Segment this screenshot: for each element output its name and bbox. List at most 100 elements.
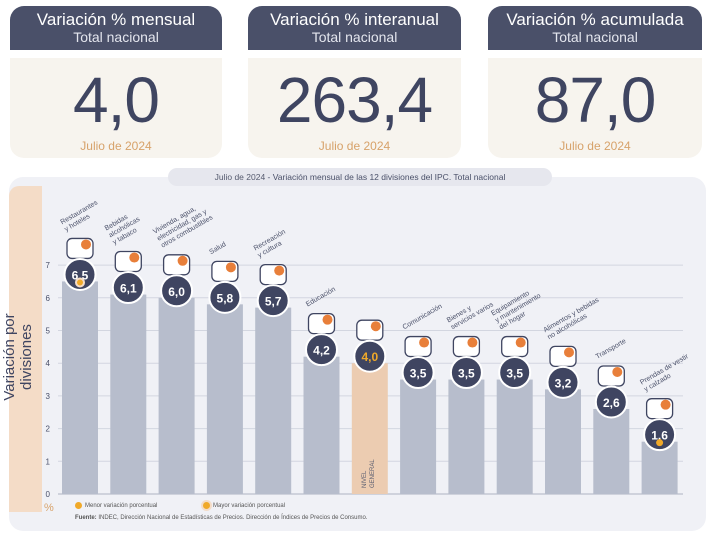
- value-badge: [594, 385, 628, 419]
- bar: [62, 281, 98, 494]
- y-tick-label: 4: [46, 359, 51, 368]
- kpi-card-title: Variación % mensual: [36, 10, 196, 29]
- legend-min-label: Menor variación porcentual: [85, 503, 158, 510]
- category-label: Recreacióny cultura: [253, 229, 291, 260]
- source-label: Fuente:: [75, 515, 97, 521]
- bar: [110, 294, 147, 494]
- bar: [593, 408, 630, 494]
- kpi-card-yearly: Variación % interanual Total nacional 26…: [248, 6, 461, 158]
- value-badge: [643, 418, 677, 452]
- value-badge: [546, 365, 580, 399]
- source-note: Fuente: INDEC, Dirección Nacional de Est…: [75, 515, 367, 521]
- value-badge: [305, 333, 338, 367]
- legend-max-label: Mayor variación porcentual: [213, 503, 286, 510]
- kpi-card-value: 4,0: [73, 64, 160, 136]
- bar: [351, 363, 388, 494]
- lightbulb-icon: [162, 254, 191, 276]
- data-label: 6,0: [168, 285, 185, 299]
- kpi-card-value: 87,0: [534, 64, 657, 136]
- shopping-basket-icon: [356, 319, 384, 341]
- restaurant-icon: [66, 237, 94, 260]
- max-marker: [75, 277, 85, 288]
- bar: [400, 379, 437, 494]
- data-label: 3,2: [555, 376, 572, 390]
- legend-max-dot: [203, 502, 211, 509]
- bar: [206, 304, 243, 494]
- data-label: 5,7: [265, 295, 282, 309]
- kpi-card-monthly: Variación % mensual Total nacional 4,0 J…: [10, 6, 222, 158]
- phone-icon: [404, 335, 432, 358]
- category-label: Prendas de vestiry calzado: [639, 353, 694, 394]
- category-label: NIVEL GENERAL: [362, 459, 376, 488]
- bar: [255, 307, 292, 494]
- y-tick-label: 0: [46, 490, 51, 499]
- kpi-card-title: Variación % interanual: [270, 10, 439, 29]
- data-label: 3,5: [506, 367, 523, 381]
- kpi-card-date: Julio de 2024: [318, 139, 391, 153]
- category-label: Comunicación: [402, 303, 444, 331]
- chart-title: Julio de 2024 - Variación mensual de las…: [168, 168, 552, 186]
- chart-title-date: Julio de 2024: [214, 172, 266, 182]
- bar: [448, 379, 485, 494]
- min-marker: [656, 439, 664, 447]
- value-badge: [449, 356, 483, 390]
- category-label: Bienes yservicios varios: [446, 294, 495, 331]
- y-tick-label: 5: [46, 327, 51, 336]
- bar: [545, 389, 581, 494]
- legend-item-max: Mayor variación porcentual: [203, 502, 285, 509]
- value-badge: [498, 356, 532, 390]
- y-tick-label: 1: [46, 457, 51, 466]
- notebook-icon: [307, 313, 336, 335]
- kpi-card-body: 4,0 Julio de 2024: [10, 58, 222, 158]
- drinks-tobacco-icon: [114, 250, 142, 273]
- legend: Menor variación porcentual Mayor variaci…: [75, 502, 329, 509]
- kpi-card-header: Variación % mensual Total nacional: [10, 6, 222, 50]
- y-tick-label: 2: [46, 425, 51, 434]
- chart-title-text: - Variación mensual de las 12 divisiones…: [265, 172, 506, 182]
- value-badge: [111, 271, 145, 305]
- y-tick-label: 3: [46, 392, 51, 401]
- category-label: Bebidasalcohólicasy tabaco: [104, 209, 146, 246]
- car-icon: [597, 365, 625, 387]
- data-label: 6,1: [120, 282, 137, 296]
- data-label: 4,2: [313, 344, 330, 358]
- value-badge: [160, 274, 194, 308]
- value-badge: [401, 356, 435, 390]
- kpi-card-subtitle: Total nacional: [73, 29, 159, 45]
- data-label: 2,6: [603, 396, 620, 410]
- source-text: INDEC, Dirección Nacional de Estadística…: [96, 515, 368, 521]
- data-label: 5,8: [217, 291, 234, 305]
- category-label: Equipamientoy mantenimientodel hogar: [490, 286, 546, 332]
- bar: [303, 356, 340, 494]
- y-tick-label: 7: [46, 261, 51, 270]
- kpi-card-header: Variación % interanual Total nacional: [248, 6, 461, 50]
- sofa-icon: [501, 335, 529, 358]
- comb-icon: [452, 335, 481, 358]
- health-cross-icon: [211, 260, 239, 282]
- category-label: Vivienda, agua,electricidad, gas yotros …: [152, 200, 214, 249]
- category-label: Restaurantesy hoteles: [60, 199, 104, 233]
- kpi-card-date: Julio de 2024: [80, 139, 152, 153]
- data-label: 6,5: [72, 268, 89, 282]
- kpi-card-title: Variación % acumulada: [506, 10, 684, 29]
- data-label: 1,6: [651, 429, 668, 443]
- value-badge: [353, 339, 387, 373]
- kpi-card-body: 263,4 Julio de 2024: [248, 58, 461, 158]
- kpi-card-header: Variación % acumulada Total nacional: [488, 6, 702, 50]
- value-badge: [63, 257, 97, 291]
- value-badge: [256, 284, 290, 318]
- data-label: 3,5: [410, 367, 427, 381]
- bar: [158, 297, 195, 494]
- kpi-card-subtitle: Total nacional: [552, 29, 638, 45]
- kpi-card-date: Julio de 2024: [559, 139, 631, 153]
- data-label: 4,0: [361, 350, 378, 364]
- kpi-card-accumulated: Variación % acumulada Total nacional 87,…: [488, 6, 702, 158]
- category-label: Alimentos y bebidasno alcohólicas: [543, 297, 605, 342]
- legend-min-dot: [75, 502, 82, 509]
- kpi-card-body: 87,0 Julio de 2024: [488, 58, 702, 158]
- legend-item-min: Menor variación porcentual: [75, 502, 157, 509]
- category-label: Transporte: [595, 338, 628, 361]
- tshirt-icon: [645, 398, 674, 420]
- food-icon: [549, 345, 577, 368]
